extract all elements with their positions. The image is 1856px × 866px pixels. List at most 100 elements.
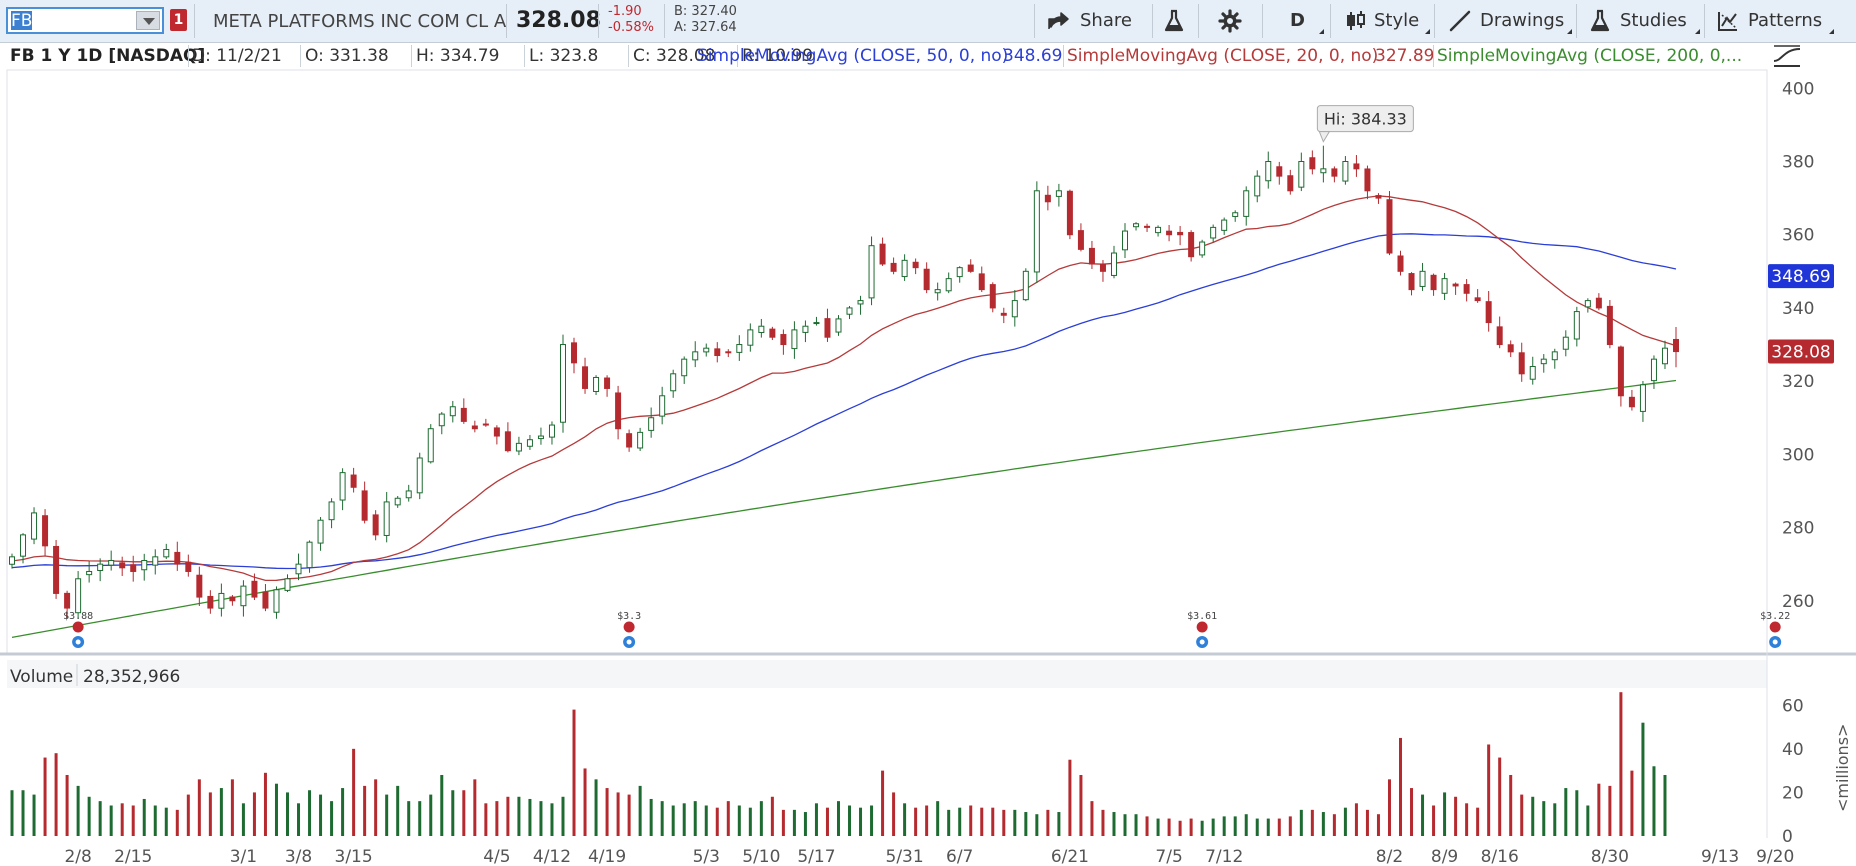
flask-button[interactable] (1162, 6, 1186, 36)
volume-bar (175, 809, 179, 836)
volume-bar (781, 809, 785, 836)
volume-bar (638, 785, 642, 836)
candle-body (86, 570, 93, 576)
dividend-icon[interactable] (623, 621, 636, 649)
candle-body (1584, 300, 1591, 308)
volume-bar (693, 801, 697, 836)
ask-price: A: 327.64 (674, 20, 737, 35)
candle-body (857, 300, 864, 305)
volume-bar (418, 801, 422, 836)
volume-bar (748, 807, 752, 836)
volume-bar (396, 785, 400, 836)
candle-body (890, 262, 897, 272)
toolbar-divider (194, 4, 195, 38)
candle-body (1110, 252, 1117, 276)
volume-bar (980, 807, 984, 836)
date-tick-label: 5/31 (886, 847, 924, 866)
candle-body (1055, 190, 1062, 197)
volume-bar (1112, 812, 1116, 836)
volume-bar (1376, 814, 1380, 836)
volume-bar (297, 803, 301, 836)
drawings-button[interactable]: Drawings (1448, 6, 1572, 36)
volume-bar (759, 801, 763, 836)
candle-body (75, 578, 82, 614)
volume-bar (319, 794, 323, 836)
volume-bar (903, 803, 907, 836)
studies-button[interactable]: Studies (1588, 6, 1700, 36)
volume-bar (1156, 818, 1160, 836)
volume-bar (1035, 814, 1039, 836)
volume-bar (308, 790, 312, 836)
volume-bar (1498, 757, 1502, 836)
volume-bar (836, 801, 840, 836)
style-button[interactable]: Style (1344, 6, 1430, 36)
volume-bar (583, 768, 587, 836)
candle-body (1099, 263, 1106, 272)
price-tick-label: 280 (1782, 519, 1814, 539)
volume-bar (825, 807, 829, 836)
volume-bar (1266, 818, 1270, 836)
dividend-icon[interactable] (1769, 621, 1782, 649)
patterns-button[interactable]: Patterns (1716, 6, 1834, 36)
volume-bar (660, 801, 664, 836)
volume-bar (429, 794, 433, 836)
volume-bar (627, 794, 631, 836)
date-tick-label: 5/17 (797, 847, 835, 866)
dividend-icon[interactable] (72, 621, 85, 649)
date-tick-label: 3/15 (335, 847, 373, 866)
volume-tick-label: 60 (1782, 696, 1804, 716)
candle-body (1595, 297, 1602, 309)
volume-bar (1024, 812, 1028, 836)
candle-body (471, 425, 478, 430)
candle-body (361, 490, 368, 521)
gear-icon (1218, 9, 1242, 33)
link-group-badge[interactable]: 1 (170, 9, 187, 31)
volume-bar (1663, 774, 1667, 836)
candle-body (1265, 161, 1272, 182)
candle-body (802, 325, 809, 333)
candle-body (978, 273, 985, 291)
symbol-field[interactable] (6, 7, 164, 34)
candle-body (1485, 301, 1492, 324)
volume-tick-label: 40 (1782, 740, 1804, 760)
volume-bar (374, 779, 378, 836)
volume-bar (1520, 794, 1524, 836)
candle-body (1254, 175, 1261, 197)
aggregation-period-button[interactable]: D (1282, 6, 1324, 36)
candle-body (791, 329, 798, 350)
symbol-input[interactable] (11, 11, 137, 30)
flask-icon (1164, 9, 1184, 32)
volume-bar (616, 792, 620, 836)
info-divider (1433, 45, 1434, 67)
volume-bar (208, 792, 212, 836)
sma50-label: SimpleMovingAvg (CLOSE, 50, 0, no) (697, 46, 1009, 66)
patterns-icon (1718, 12, 1737, 31)
symbol-dropdown-button[interactable] (136, 11, 160, 30)
date-tick-label: 6/21 (1051, 847, 1089, 866)
volume-bar (881, 770, 885, 836)
axis-scale-icon[interactable] (1770, 43, 1804, 69)
candle-body (119, 562, 126, 569)
candle-body (1033, 190, 1040, 273)
volume-header-bg (7, 660, 1767, 688)
candle-body (1386, 199, 1393, 254)
volume-bar (186, 794, 190, 836)
info-divider (628, 45, 629, 67)
candle-body (460, 407, 467, 422)
volume-bar (495, 801, 499, 836)
volume-bar (1255, 818, 1259, 836)
candle-body (692, 351, 699, 361)
price-pane-border (6, 69, 1768, 654)
info-divider (737, 45, 738, 67)
date-tick-label: 9/20 (1756, 847, 1794, 866)
dividend-badge-icon (1769, 621, 1781, 633)
settings-button[interactable] (1218, 6, 1242, 36)
candle-body (1430, 274, 1437, 291)
candle-body (1353, 163, 1360, 170)
volume-bar (1630, 770, 1634, 836)
candle-body (1529, 365, 1536, 380)
dividend-icon[interactable] (1196, 621, 1209, 649)
share-button[interactable]: Share (1046, 6, 1142, 36)
toolbar-divider (1576, 4, 1577, 38)
